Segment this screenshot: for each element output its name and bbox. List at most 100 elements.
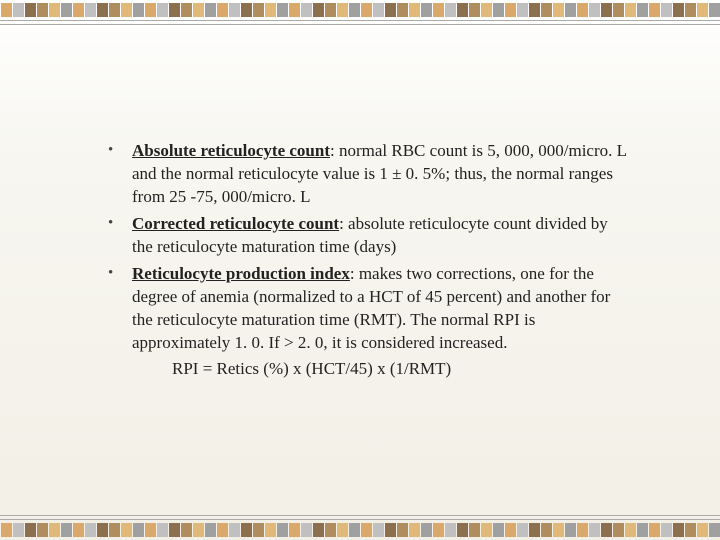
stripe xyxy=(553,523,564,537)
stripe xyxy=(397,3,408,17)
stripe xyxy=(601,3,612,17)
stripe xyxy=(481,3,492,17)
stripe xyxy=(193,523,204,537)
stripe xyxy=(289,3,300,17)
stripe xyxy=(289,523,300,537)
bullet-term: Corrected reticulocyte count xyxy=(132,214,339,233)
stripe xyxy=(133,523,144,537)
stripe xyxy=(349,3,360,17)
stripe xyxy=(229,3,240,17)
stripe xyxy=(217,523,228,537)
stripe xyxy=(361,523,372,537)
stripe xyxy=(577,3,588,17)
stripe xyxy=(661,523,672,537)
stripe xyxy=(277,523,288,537)
stripe xyxy=(241,523,252,537)
stripe xyxy=(373,523,384,537)
stripe xyxy=(313,3,324,17)
stripe xyxy=(445,3,456,17)
bullet-term: Absolute reticulocyte count xyxy=(132,141,330,160)
stripe xyxy=(553,3,564,17)
stripe xyxy=(709,3,720,17)
stripe xyxy=(637,3,648,17)
stripe xyxy=(493,523,504,537)
stripe xyxy=(73,3,84,17)
bottom-rule-2 xyxy=(0,515,720,516)
stripe xyxy=(373,3,384,17)
bullet-item: Reticulocyte production index: makes two… xyxy=(100,263,630,355)
stripe xyxy=(577,523,588,537)
stripe xyxy=(265,3,276,17)
stripe xyxy=(205,523,216,537)
stripe xyxy=(205,3,216,17)
stripe xyxy=(697,523,708,537)
stripe xyxy=(97,3,108,17)
stripe xyxy=(409,523,420,537)
stripe xyxy=(121,523,132,537)
stripe xyxy=(337,523,348,537)
stripe xyxy=(625,523,636,537)
stripe xyxy=(49,3,60,17)
stripe xyxy=(301,3,312,17)
bottom-stripes xyxy=(0,523,720,537)
stripe xyxy=(217,3,228,17)
stripe xyxy=(169,523,180,537)
stripe xyxy=(589,523,600,537)
stripe xyxy=(481,523,492,537)
stripe xyxy=(325,523,336,537)
stripe xyxy=(505,3,516,17)
stripe xyxy=(589,3,600,17)
slide: Absolute reticulocyte count: normal RBC … xyxy=(0,0,720,540)
stripe xyxy=(253,523,264,537)
stripe xyxy=(325,3,336,17)
stripe xyxy=(565,523,576,537)
stripe xyxy=(649,523,660,537)
stripe xyxy=(685,3,696,17)
stripe xyxy=(541,523,552,537)
stripe xyxy=(409,3,420,17)
stripe xyxy=(685,523,696,537)
stripe xyxy=(61,523,72,537)
stripe xyxy=(505,523,516,537)
stripe xyxy=(385,3,396,17)
bullet-item: Corrected reticulocyte count: absolute r… xyxy=(100,213,630,259)
stripe xyxy=(25,3,36,17)
stripe xyxy=(613,3,624,17)
stripe xyxy=(277,3,288,17)
stripe xyxy=(457,3,468,17)
stripe xyxy=(613,523,624,537)
stripe xyxy=(361,3,372,17)
stripe xyxy=(457,523,468,537)
stripe xyxy=(313,523,324,537)
stripe xyxy=(493,3,504,17)
stripe xyxy=(241,3,252,17)
bullet-list: Absolute reticulocyte count: normal RBC … xyxy=(100,140,630,354)
stripe xyxy=(517,523,528,537)
stripe xyxy=(397,523,408,537)
stripe xyxy=(529,3,540,17)
top-rule-1 xyxy=(0,20,720,21)
stripe xyxy=(637,523,648,537)
stripe xyxy=(157,523,168,537)
stripe xyxy=(469,523,480,537)
stripe xyxy=(1,3,12,17)
stripe xyxy=(85,523,96,537)
stripe xyxy=(625,3,636,17)
top-stripes xyxy=(0,3,720,17)
stripe xyxy=(169,3,180,17)
stripe xyxy=(145,523,156,537)
stripe xyxy=(85,3,96,17)
stripe xyxy=(13,523,24,537)
stripe xyxy=(253,3,264,17)
stripe xyxy=(541,3,552,17)
stripe xyxy=(445,523,456,537)
stripe xyxy=(181,3,192,17)
stripe xyxy=(349,523,360,537)
stripe xyxy=(37,3,48,17)
stripe xyxy=(601,523,612,537)
stripe xyxy=(337,3,348,17)
stripe xyxy=(673,523,684,537)
stripe xyxy=(421,3,432,17)
stripe xyxy=(49,523,60,537)
formula-line: RPI = Retics (%) x (HCT/45) x (1/RMT) xyxy=(100,358,630,381)
